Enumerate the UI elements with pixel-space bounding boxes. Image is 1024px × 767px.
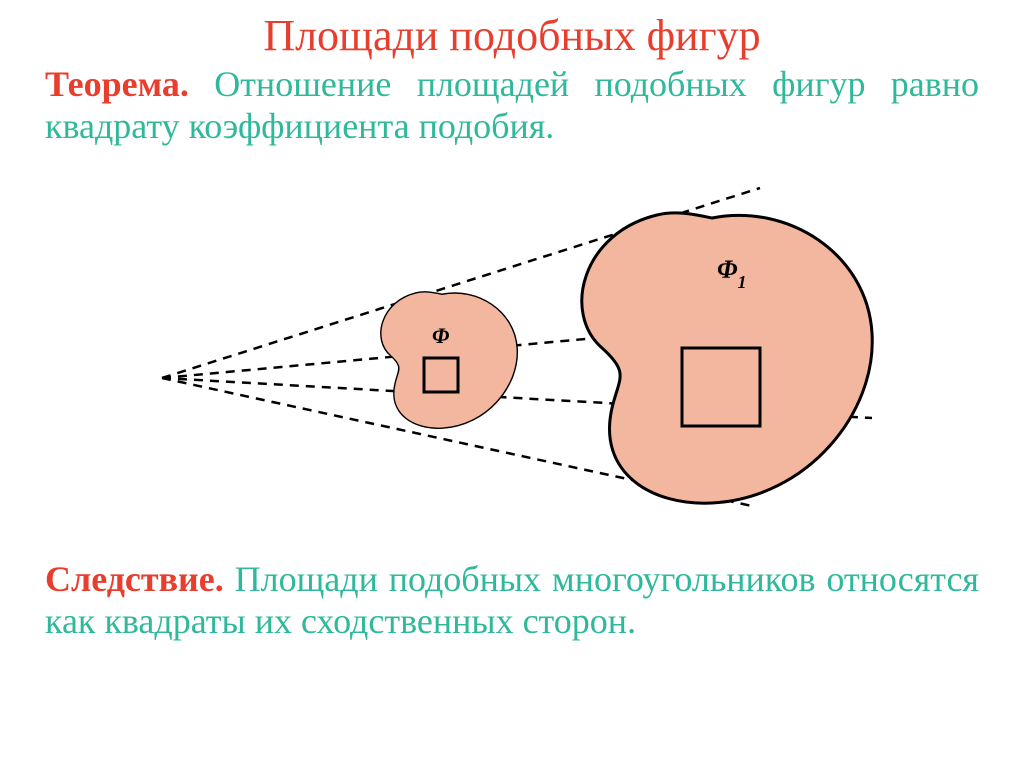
corollary-label: Следствие. — [45, 559, 224, 599]
theorem-paragraph: Теорема. Отношение площадей подобных фиг… — [45, 63, 979, 148]
theorem-label: Теорема. — [45, 64, 189, 104]
shape-small — [381, 292, 518, 428]
slide-page: Площади подобных фигур Теорема. Отношени… — [0, 0, 1024, 767]
corollary-paragraph: Следствие. Площади подобных многоугольни… — [45, 558, 979, 643]
blob-small — [381, 292, 518, 428]
phi-label-small: Φ — [432, 323, 449, 348]
diagram-container: ΦΦ1 — [45, 168, 979, 528]
similarity-diagram: ΦΦ1 — [132, 168, 892, 528]
page-title: Площади подобных фигур — [45, 10, 979, 61]
